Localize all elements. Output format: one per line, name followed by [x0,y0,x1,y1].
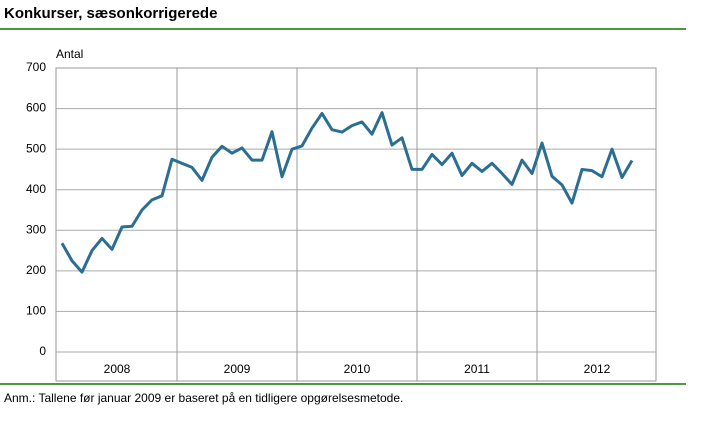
y-axis-label: Antal [56,47,83,61]
y-tick-label: 300 [26,222,46,236]
data-line [60,111,634,274]
plot-frame [55,67,657,382]
x-tick-label: 2011 [464,362,490,376]
y-tick-label: 100 [26,304,46,318]
y-tick-label: 200 [26,263,46,277]
x-tick-label: 2010 [344,362,371,376]
note: Anm.: Tallene før januar 2009 er baseret… [4,391,403,405]
y-tick-label: 700 [26,60,46,74]
y-tick-label: 400 [26,182,46,196]
y-tick-label: 500 [26,141,46,155]
x-tick-label: 2009 [224,362,251,376]
y-tick-label: 0 [39,344,46,358]
chart-title: Konkurser, sæsonkorrigerede [4,5,217,22]
x-tick-label: 2012 [584,362,611,376]
y-tick-label: 600 [26,101,46,115]
x-tick-label: 2008 [104,362,131,376]
